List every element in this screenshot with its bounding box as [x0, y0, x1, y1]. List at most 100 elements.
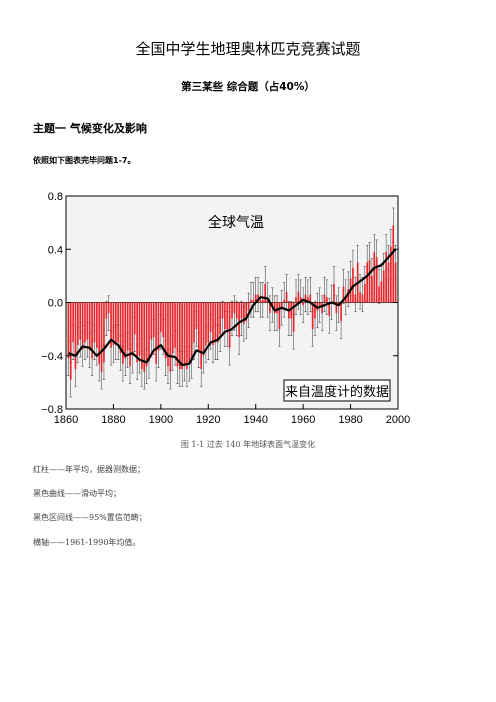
bar-1992	[378, 286, 380, 303]
bar-1933	[238, 302, 240, 338]
bar-1874	[98, 302, 101, 364]
bar-1944	[264, 283, 267, 303]
bar-1952	[283, 299, 286, 303]
bar-1964	[311, 302, 314, 330]
bar-1869	[86, 302, 89, 340]
bar-1926	[221, 302, 224, 319]
bar-1997	[390, 246, 392, 303]
annotation-box	[283, 379, 391, 402]
bar-1930	[231, 302, 233, 319]
section-heading: 第三某些 综合题（占40%）	[181, 81, 315, 93]
bar-1938	[250, 299, 252, 303]
y-tick-label: 0.0	[48, 298, 63, 310]
bar-1913	[190, 302, 193, 362]
x-tick-label: 2000	[386, 414, 410, 426]
bar-group	[67, 225, 397, 380]
bar-1861	[67, 302, 70, 359]
bar-1864	[74, 302, 77, 370]
bar-1866	[79, 302, 82, 340]
bar-1939	[252, 299, 255, 303]
bar-1986	[363, 283, 366, 303]
bar-1880	[112, 302, 115, 346]
bar-1968	[321, 302, 323, 314]
bar-1940	[254, 294, 257, 303]
y-tick-label: −0.8	[41, 404, 63, 416]
bar-1989	[371, 275, 373, 303]
bar-1885	[124, 302, 127, 359]
bar-1912	[188, 302, 191, 364]
bar-1862	[69, 302, 72, 380]
bar-1936	[245, 302, 248, 322]
bar-1891	[138, 302, 141, 356]
bar-1863	[72, 302, 74, 343]
bar-1884	[122, 302, 124, 364]
bar-1923	[214, 302, 217, 343]
bar-1879	[110, 302, 112, 348]
bar-1977	[342, 286, 345, 303]
bar-1951	[280, 302, 283, 308]
bar-1925	[219, 302, 221, 335]
y-tick-label: 0.8	[48, 191, 63, 203]
bar-1942	[259, 299, 262, 303]
bar-1899	[157, 302, 160, 351]
topic-heading: 主题一 气候变化及影响	[33, 122, 147, 135]
bar-1960	[302, 302, 304, 306]
bar-1888	[131, 302, 134, 356]
bar-1882	[117, 302, 120, 343]
bar-1973	[333, 283, 335, 303]
bar-1974	[335, 302, 338, 314]
bar-1917	[200, 302, 203, 370]
bar-1967	[318, 302, 321, 306]
bar-1932	[235, 302, 238, 319]
bar-1945	[266, 299, 269, 303]
bar-1929	[228, 302, 231, 348]
y-tick-label: 0.4	[48, 244, 63, 256]
bar-1991	[375, 257, 378, 303]
bar-1895	[148, 302, 150, 362]
note-red-bars: 红柱——年平均，据器测数据；	[33, 465, 145, 474]
bar-1976	[340, 302, 342, 322]
bar-1892	[141, 302, 143, 370]
bar-1935	[243, 302, 245, 324]
bar-1994	[382, 270, 385, 303]
smoothed-curve	[68, 248, 397, 367]
bar-1946	[269, 302, 271, 314]
bar-1890	[136, 302, 138, 363]
bar-1955	[290, 302, 293, 319]
x-tick-label: 1920	[196, 414, 220, 426]
bar-1998	[392, 225, 395, 303]
bar-1931	[233, 302, 236, 314]
bar-1921	[209, 302, 212, 332]
bar-1876	[103, 302, 105, 363]
bar-1900	[160, 302, 162, 332]
bar-1901	[162, 302, 165, 338]
bar-1963	[309, 294, 312, 303]
bar-1988	[368, 259, 371, 303]
bar-1943	[261, 299, 264, 303]
bar-1979	[347, 289, 350, 303]
bar-1909	[181, 302, 184, 370]
bar-1911	[186, 302, 188, 370]
bar-1993	[380, 281, 383, 303]
bar-1957	[295, 297, 297, 303]
x-tick-label: 1940	[243, 414, 267, 426]
instruction-text: 依照如下图表完毕问题1-7。	[33, 156, 136, 165]
bar-1953	[285, 291, 288, 303]
x-tick-label: 1960	[291, 414, 315, 426]
bar-1996	[387, 262, 390, 303]
document-title: 全国中学生地理奥林匹克竞赛试题	[135, 40, 361, 58]
bar-1896	[150, 302, 153, 340]
bar-1924	[216, 302, 219, 343]
bar-1881	[114, 302, 117, 343]
bar-1883	[119, 302, 122, 354]
bar-1871	[91, 302, 93, 359]
bar-1984	[359, 291, 361, 303]
bar-1970	[326, 297, 328, 303]
bar-1962	[307, 297, 309, 303]
bar-1878	[107, 302, 110, 314]
bar-1916	[197, 302, 200, 351]
bar-1894	[145, 302, 148, 367]
note-black-curve: 黑色曲线——滑动平均；	[33, 489, 121, 498]
bar-1959	[299, 297, 302, 303]
